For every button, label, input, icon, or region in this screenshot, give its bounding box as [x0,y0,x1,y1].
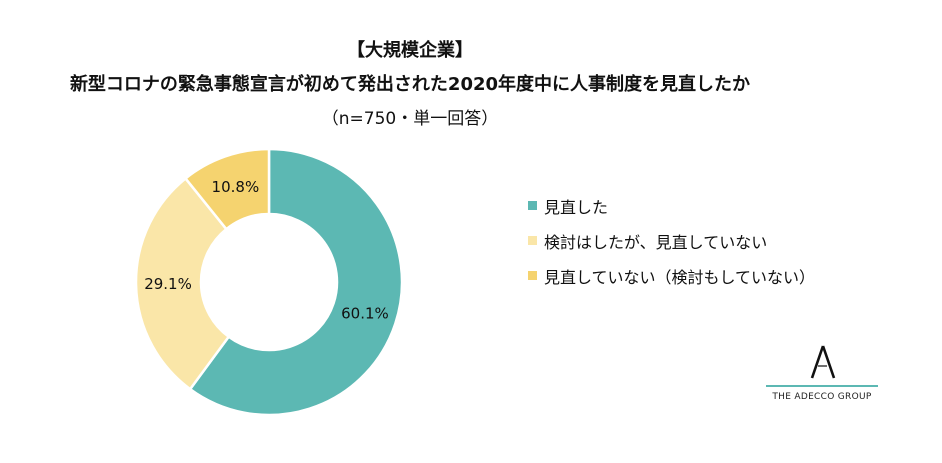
adecco-a-icon [810,345,836,379]
data-label-not-revised: 10.8% [212,178,260,196]
chart-title-line1: 【大規模企業】 [347,40,473,61]
chart-subtitle: （n=750・単一回答） [321,109,499,129]
chart-legend: 見直した 検討はしたが、見直していない 見直していない（検討もしていない） [528,188,815,293]
legend-item-considered-not-revised: 検討はしたが、見直していない [528,223,815,258]
slice-considered-not-revised [134,176,231,391]
legend-item-not-revised: 見直していない（検討もしていない） [528,258,815,293]
chart-title-line2: 新型コロナの緊急事態宣言が初めて発出された2020年度中に人事制度を見直したか [69,74,751,95]
legend-label-not-revised: 見直していない（検討もしていない） [544,267,816,287]
data-label-considered-not-revised: 29.1% [144,275,192,293]
donut-data-labels: 60.1% 29.1% 10.8% [144,178,389,323]
legend-swatch-not-revised [528,271,537,280]
legend-swatch-considered-not-revised [528,236,537,245]
legend-swatch-revised [528,201,537,210]
slice-revised [188,147,404,417]
slice-not-revised [183,147,271,231]
logo-accent-line [766,385,878,387]
adecco-group-logo: THE ADECCO GROUP [766,345,878,405]
logo-text: THE ADECCO GROUP [772,392,872,402]
legend-label-considered-not-revised: 検討はしたが、見直していない [544,232,768,252]
legend-label-revised: 見直した [544,197,609,217]
legend-item-revised: 見直した [528,188,815,223]
data-label-revised: 60.1% [341,305,389,323]
donut-slices [134,147,404,417]
